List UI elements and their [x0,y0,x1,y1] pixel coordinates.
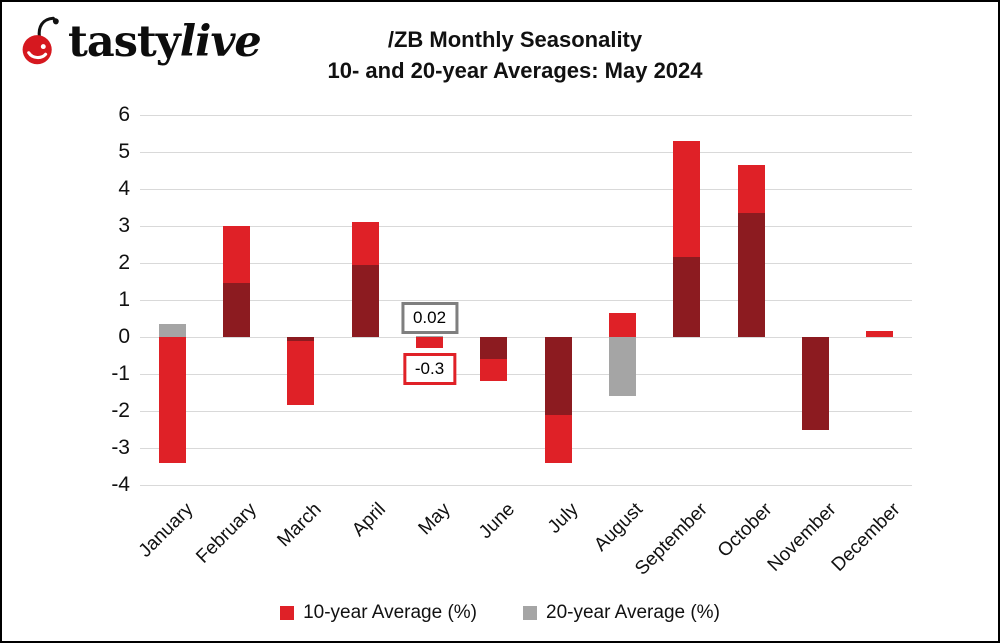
gridline [140,226,912,227]
gridline [140,300,912,301]
legend-label-10yr: 10-year Average (%) [303,602,477,623]
x-axis-label-february: February [192,499,262,568]
x-axis-label-october: October [713,499,777,562]
y-axis-tick-label: 4 [118,177,130,200]
bar-10yr-april [351,222,379,265]
bar-10yr-march [287,340,315,406]
gridline [140,115,912,116]
gridline [140,189,912,190]
bar-20yr-january [158,324,186,337]
bar-20yr-august [609,337,636,397]
bar-overlap-november [802,337,829,430]
bar-10yr-january [158,337,186,463]
bar-10yr-september [673,140,701,258]
bar-10yr-june [480,359,508,382]
bar-overlap-april [351,264,379,337]
chart-title: /ZB Monthly Seasonality 10- and 20-year … [152,24,878,86]
legend: 10-year Average (%) 20-year Average (%) [2,602,998,624]
chart-title-line1: /ZB Monthly Seasonality [387,27,643,52]
x-axis-label-november: November [763,499,841,576]
x-axis-label-january: January [134,499,198,562]
bar-10yr-october [737,164,765,214]
y-axis-tick-label: 5 [118,140,130,163]
x-axis-label-december: December [827,499,905,576]
y-axis-tick-label: 3 [118,214,130,237]
bar-10yr-december [866,331,894,337]
bar-overlap-july [544,337,572,415]
y-axis-tick-label: -3 [111,436,130,459]
y-axis-tick-label: 2 [118,251,130,274]
tastylive-logo: tastylive [18,14,262,70]
x-axis-label-june: June [474,499,519,543]
brand-live: live [179,17,262,67]
bar-overlap-march [287,337,315,341]
y-axis-tick-label: -2 [111,399,130,422]
gridline [140,448,912,449]
bar-overlap-september [673,257,701,337]
bar-10yr-august [609,312,636,337]
gridline [140,485,912,486]
gridline [140,411,912,412]
x-axis-label-august: August [590,499,648,556]
legend-item-10yr: 10-year Average (%) [280,602,477,624]
bar-10yr-february [223,226,250,284]
legend-label-20yr: 20-year Average (%) [546,602,720,623]
annotation--0.3: -0.3 [402,353,457,385]
legend-swatch-20yr [523,606,537,620]
annotation-0.02: 0.02 [400,302,459,334]
bar-overlap-october [737,213,765,337]
x-axis-label-april: April [348,499,391,541]
legend-item-20yr: 20-year Average (%) [523,602,720,624]
brand-wordmark: tastylive [68,14,262,70]
gridline [140,152,912,153]
chart-title-line2: 10- and 20-year Averages: May 2024 [327,58,703,83]
x-axis-label-july: July [544,499,584,538]
y-axis-tick-label: 1 [118,288,130,311]
brand-tasty: tasty [68,17,181,67]
x-axis-label-may: May [414,499,455,540]
y-axis-tick-label: -4 [111,473,130,496]
plot-area [140,115,912,486]
bar-overlap-june [480,337,508,360]
x-axis-label-march: March [273,499,326,552]
y-axis-tick-label: -1 [111,362,130,385]
bar-overlap-february [223,283,250,337]
y-axis-tick-label: 0 [118,325,130,348]
cherry-icon [22,16,59,65]
gridline [140,263,912,264]
gridline [140,337,912,338]
bar-20yr-may [416,336,443,338]
legend-swatch-10yr [280,606,295,620]
y-axis-tick-label: 6 [118,103,130,126]
gridline [140,374,912,375]
bar-10yr-july [544,414,572,463]
bar-10yr-may [416,337,443,349]
